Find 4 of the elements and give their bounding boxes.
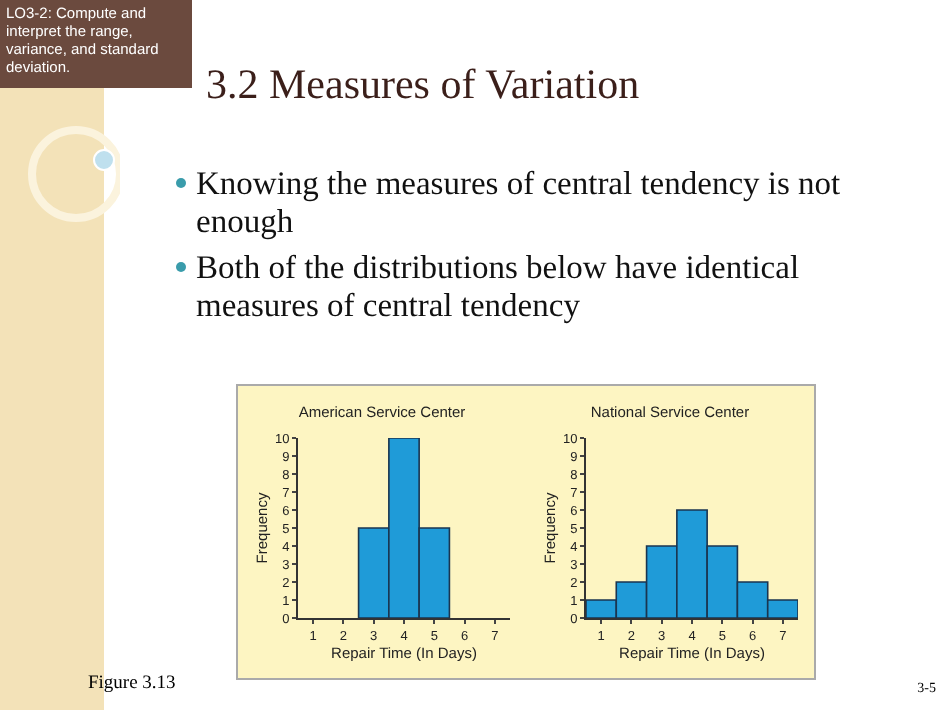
text: 3.2 Measures of Variation [206, 60, 640, 110]
text: Knowing the measures of central tendency is not enough [196, 164, 841, 240]
caption: Figure 3.13 [88, 674, 176, 694]
text: Both of the distributions below have identical measures of central tendency [196, 248, 800, 324]
